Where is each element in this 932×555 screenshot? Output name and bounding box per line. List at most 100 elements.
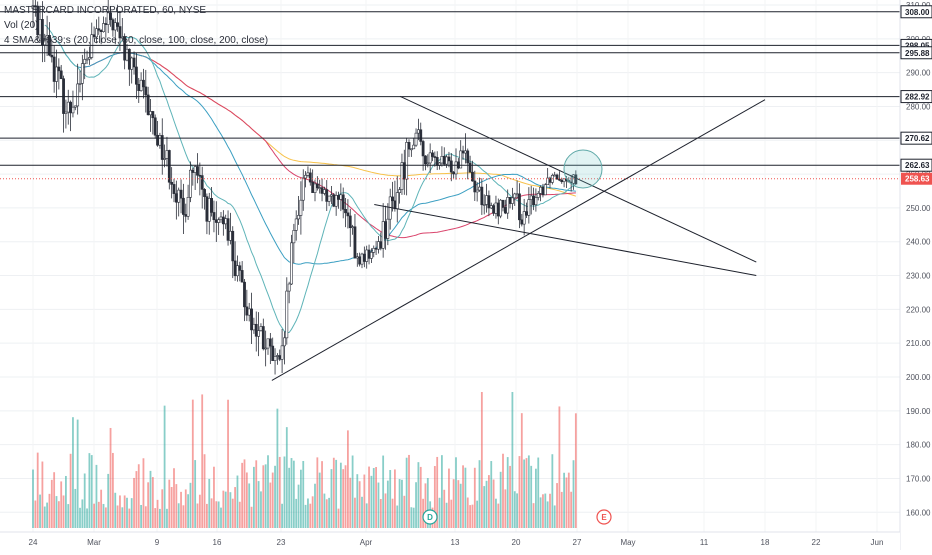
volume-bar — [72, 417, 74, 528]
candle-body — [224, 218, 228, 225]
volume-bar — [196, 503, 199, 528]
candle-body — [182, 197, 185, 215]
candle-body — [311, 181, 315, 193]
candle-body — [170, 181, 174, 185]
candle-body — [332, 194, 336, 207]
volume-bar — [537, 457, 540, 528]
price-tick-label: 290.00 — [906, 69, 931, 78]
candle-body — [358, 256, 362, 265]
volume-bar — [558, 406, 561, 528]
volume-bar — [476, 500, 479, 528]
volume-bar — [323, 493, 326, 528]
volume-bar — [408, 454, 410, 528]
price-tick-label: 280.00 — [906, 102, 931, 111]
candle-body — [508, 197, 512, 204]
time-tick-label: 18 — [761, 538, 770, 547]
volume-bar — [535, 468, 537, 528]
candle-body — [268, 338, 272, 347]
volume-bar — [316, 457, 319, 528]
price-tick-label: 200.00 — [906, 373, 931, 382]
volume-bar — [459, 483, 462, 528]
candle-body — [226, 218, 230, 241]
volume-bar — [144, 506, 147, 528]
volume-bar — [241, 462, 244, 528]
candle-body — [419, 129, 423, 142]
volume-bar — [351, 455, 354, 528]
candle-body — [88, 57, 91, 60]
volume-bar — [257, 481, 260, 528]
candle-body — [290, 242, 293, 285]
volume-bar — [220, 507, 222, 528]
candle-body — [292, 230, 296, 244]
volume-bar — [130, 498, 133, 528]
volume-bar — [520, 413, 523, 528]
volume-bar — [511, 392, 514, 528]
volume-bar — [281, 503, 283, 528]
candle-body — [240, 270, 244, 283]
volume-bar — [264, 464, 267, 528]
volume-bar — [361, 496, 363, 528]
candle-body — [191, 169, 195, 173]
volume-bar — [140, 504, 142, 528]
volume-bar — [450, 499, 453, 528]
event-marker-label: D — [427, 513, 433, 522]
candle-body — [238, 265, 242, 271]
volume-bar — [563, 472, 565, 528]
candle-body — [541, 186, 545, 196]
level-price-label: 308.00 — [905, 8, 930, 17]
candle-body — [233, 260, 237, 277]
candle-body — [494, 202, 498, 214]
volume-bar — [394, 469, 396, 528]
candle-body — [66, 101, 70, 113]
volume-bar — [478, 460, 481, 528]
volume-bar — [438, 497, 441, 528]
level-price-box — [900, 90, 932, 104]
time-tick-label: May — [620, 538, 635, 547]
candle-body — [257, 330, 261, 337]
volume-bar — [330, 469, 333, 528]
candle-body — [210, 198, 214, 213]
volume-bar — [480, 392, 483, 528]
volume-bar — [288, 467, 291, 528]
volume-bar — [69, 453, 72, 528]
volume-bar — [300, 469, 302, 528]
candle-body — [381, 221, 385, 249]
volume-bar — [147, 482, 150, 528]
candle-body — [217, 219, 221, 223]
volume-bar — [358, 481, 361, 528]
volume-bar — [527, 455, 530, 528]
volume-bar — [560, 491, 563, 528]
volume-bar — [184, 489, 187, 528]
candle-body — [527, 199, 531, 216]
candle-body — [367, 249, 371, 259]
volume-bar — [285, 427, 288, 528]
volume-bar — [159, 508, 161, 528]
candle-body — [165, 150, 169, 159]
candle-body — [294, 218, 298, 231]
candle-body — [160, 135, 164, 160]
volume-legend: Vol (20) — [4, 20, 39, 31]
price-tick-label: 240.00 — [906, 238, 931, 247]
volume-bar — [471, 504, 474, 528]
sma-20-line — [44, 24, 577, 333]
candle-body — [130, 57, 134, 70]
trendline-lower — [374, 204, 757, 277]
volume-bar — [292, 460, 295, 528]
candle-body — [424, 155, 427, 165]
volume-bar — [173, 468, 175, 528]
volume-bar — [565, 477, 568, 528]
candle-body — [250, 308, 253, 331]
volume-bar — [255, 460, 258, 528]
candle-body — [109, 12, 112, 20]
candle-body — [353, 226, 357, 259]
volume-bar — [43, 506, 46, 528]
candle-body — [52, 56, 56, 82]
candle-body — [318, 187, 322, 189]
volume-bar — [229, 492, 232, 528]
volume-bar — [32, 469, 34, 528]
candle-body — [377, 241, 380, 250]
candle-body — [259, 326, 263, 331]
candle-body — [193, 166, 197, 173]
candle-body — [144, 86, 148, 96]
